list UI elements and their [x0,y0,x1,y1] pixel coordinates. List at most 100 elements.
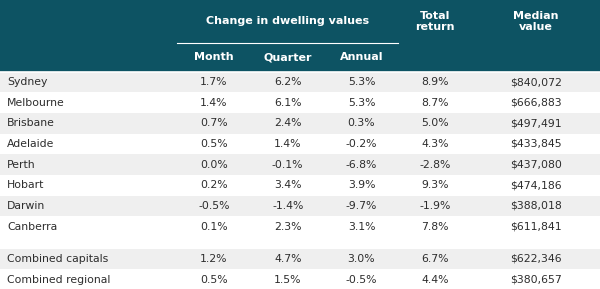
Bar [177,196,251,216]
Bar [177,175,251,196]
Text: $622,346: $622,346 [510,254,562,264]
Bar [251,113,325,134]
Bar [472,92,600,113]
Text: 5.3%: 5.3% [348,98,375,108]
Text: Hobart: Hobart [7,180,44,190]
Bar [325,216,398,237]
Bar [398,134,472,154]
Text: 6.7%: 6.7% [422,254,449,264]
Text: Adelaide: Adelaide [7,139,55,149]
Bar [325,249,398,269]
Bar [251,249,325,269]
Bar [398,113,472,134]
Text: Darwin: Darwin [7,201,46,211]
Bar [325,43,398,72]
Bar [398,216,472,237]
Text: $497,491: $497,491 [510,118,562,128]
Text: -0.2%: -0.2% [346,139,377,149]
Bar [398,269,472,289]
Bar [472,249,600,269]
Bar [325,154,398,175]
Text: 0.1%: 0.1% [200,222,228,232]
Text: Canberra: Canberra [7,222,58,232]
Bar [0,216,177,237]
Text: $474,186: $474,186 [510,180,562,190]
Text: -0.5%: -0.5% [198,201,230,211]
Text: $840,072: $840,072 [510,77,562,87]
Bar [251,92,325,113]
Bar [251,134,325,154]
Bar [472,154,600,175]
Text: 7.8%: 7.8% [422,222,449,232]
Bar [0,72,177,92]
Bar [177,269,251,289]
Text: 0.2%: 0.2% [200,180,228,190]
Bar [0,196,177,216]
Bar [472,113,600,134]
Text: 1.5%: 1.5% [274,275,301,285]
Bar [0,0,177,43]
Text: -2.8%: -2.8% [419,160,451,170]
Bar [398,72,472,92]
Text: $666,883: $666,883 [510,98,562,108]
Text: 3.1%: 3.1% [348,222,375,232]
Bar [0,249,177,269]
Bar [0,43,177,72]
Text: 0.5%: 0.5% [200,139,228,149]
Text: Combined regional: Combined regional [7,275,110,285]
Text: Month: Month [194,52,234,62]
Bar [177,43,251,72]
Bar [325,92,398,113]
Bar [472,216,600,237]
Bar [398,196,472,216]
Bar [472,269,600,289]
Bar [177,134,251,154]
Text: $433,845: $433,845 [510,139,562,149]
Text: 2.4%: 2.4% [274,118,301,128]
Bar [177,72,251,92]
Bar [472,72,600,92]
Text: 5.0%: 5.0% [421,118,449,128]
Text: 3.0%: 3.0% [347,254,376,264]
Text: -6.8%: -6.8% [346,160,377,170]
Bar [177,154,251,175]
Bar [251,72,325,92]
Text: 1.7%: 1.7% [200,77,227,87]
Bar [251,196,325,216]
Text: 4.4%: 4.4% [422,275,449,285]
Text: 1.4%: 1.4% [200,98,227,108]
Bar [325,134,398,154]
Text: 4.3%: 4.3% [422,139,449,149]
Bar [398,0,472,43]
Bar [0,92,177,113]
Bar [0,113,177,134]
Bar [325,196,398,216]
Text: -9.7%: -9.7% [346,201,377,211]
Text: Sydney: Sydney [7,77,47,87]
Text: Median
value: Median value [514,11,559,32]
Text: Annual: Annual [340,52,383,62]
Text: 1.2%: 1.2% [200,254,227,264]
Bar [398,175,472,196]
Text: 1.4%: 1.4% [274,139,301,149]
Bar [177,249,251,269]
Text: $611,841: $611,841 [510,222,562,232]
Text: 8.7%: 8.7% [422,98,449,108]
Bar [251,175,325,196]
Text: Quarter: Quarter [263,52,312,62]
Bar [0,134,177,154]
Text: Melbourne: Melbourne [7,98,65,108]
Bar [472,175,600,196]
Text: -1.9%: -1.9% [419,201,451,211]
Text: 3.9%: 3.9% [348,180,375,190]
Bar [472,43,600,72]
Text: 0.3%: 0.3% [347,118,376,128]
Bar [472,196,600,216]
Bar [177,113,251,134]
Bar [325,269,398,289]
Bar [325,72,398,92]
Bar [251,154,325,175]
Bar [325,175,398,196]
Bar [0,269,177,289]
Bar [472,134,600,154]
